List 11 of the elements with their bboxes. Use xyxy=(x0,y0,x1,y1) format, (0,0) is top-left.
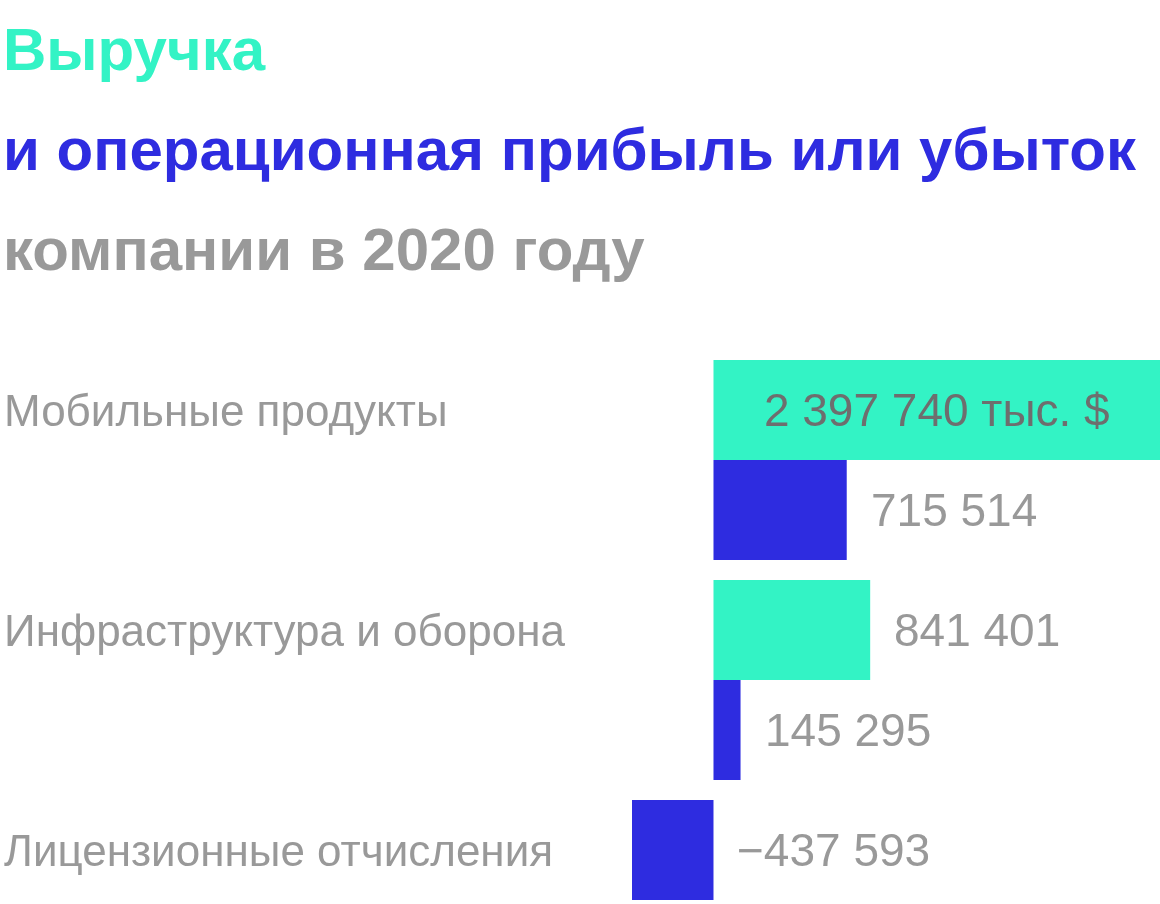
y-tick-label: Инфраструктура и оборона xyxy=(4,606,566,655)
text: и операционная прибыль или убыток xyxy=(3,115,1137,185)
y-tick-label: Лицензионные отчисления xyxy=(4,826,554,875)
chart-title: компании в 2020 году xyxy=(3,215,645,285)
text: Выручка xyxy=(3,15,266,85)
data-label: 2 397 740 тыс. $ xyxy=(763,384,1110,436)
y-tick-label: Мобильные продукты xyxy=(4,386,448,435)
data-label: 715 514 xyxy=(871,484,1038,536)
data-label: −437 593 xyxy=(737,824,931,876)
data-label: 841 401 xyxy=(894,604,1061,656)
data-label: 145 295 xyxy=(765,704,932,756)
